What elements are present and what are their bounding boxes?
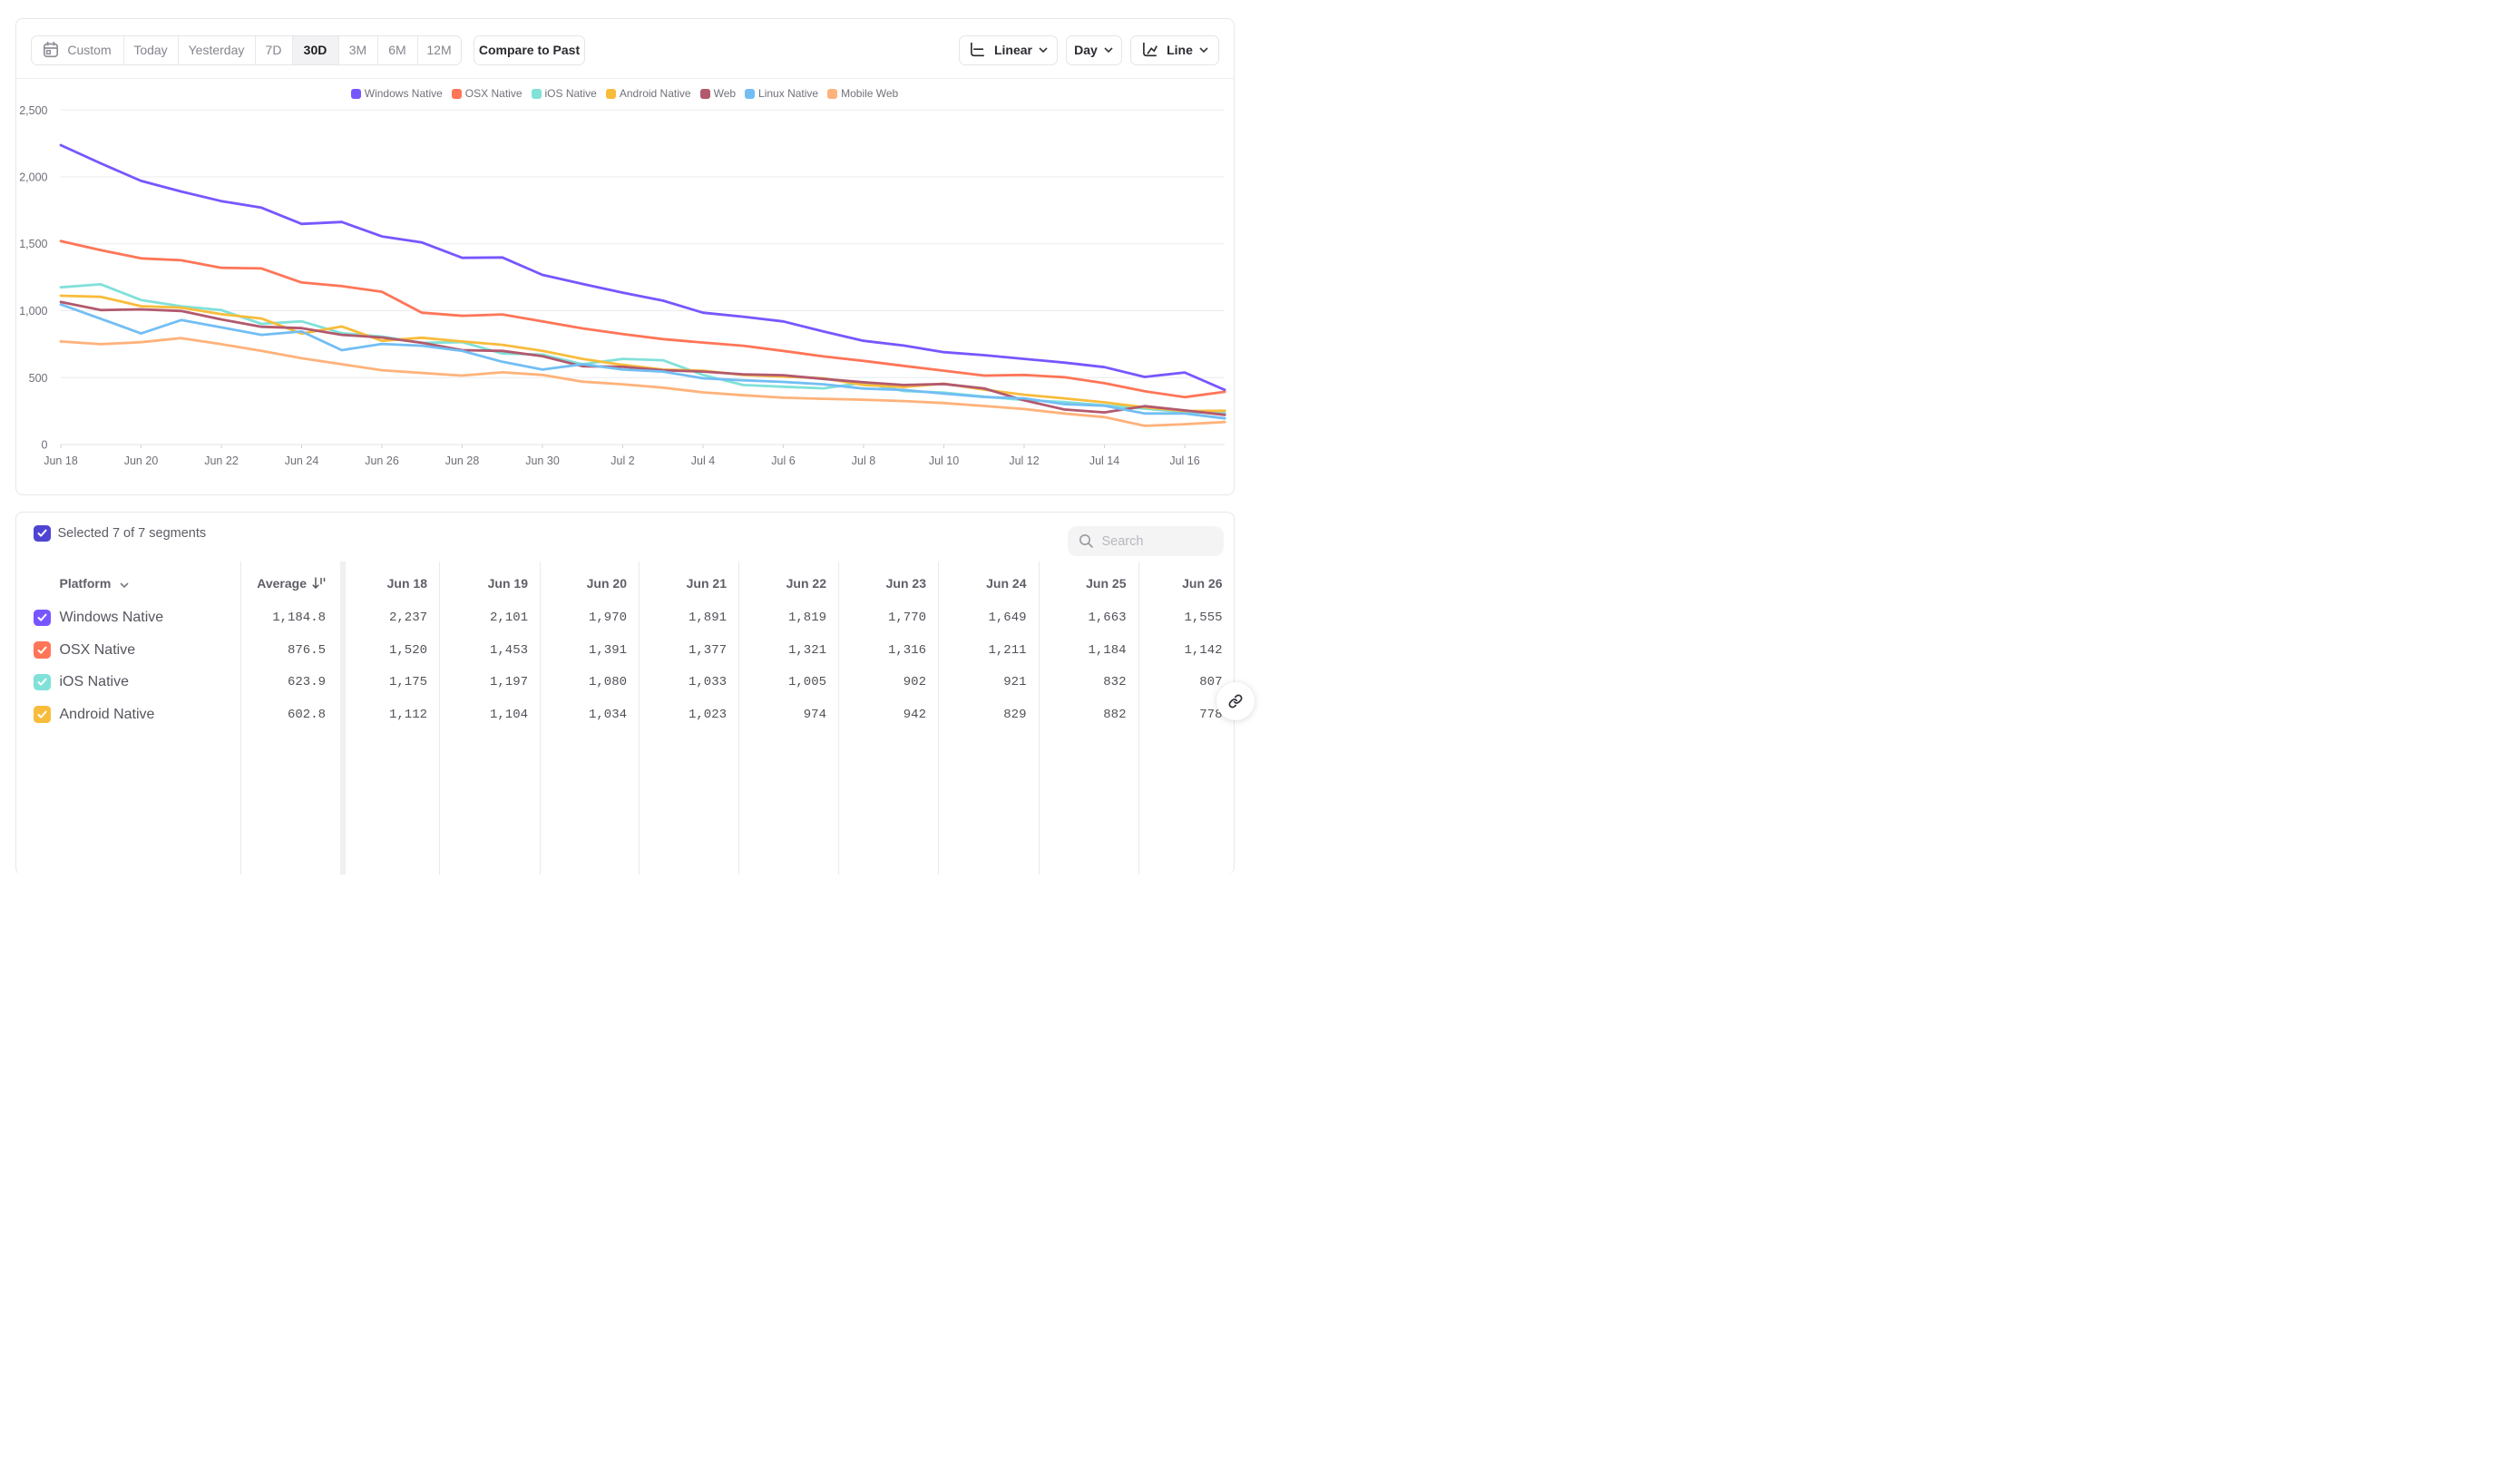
svg-text:Jun 28: Jun 28 [445, 454, 480, 467]
svg-text:1,500: 1,500 [19, 238, 47, 250]
svg-text:1,000: 1,000 [19, 305, 47, 318]
svg-text:Jun 22: Jun 22 [204, 454, 239, 467]
svg-text:Jun 26: Jun 26 [365, 454, 399, 467]
svg-text:Jun 30: Jun 30 [525, 454, 560, 467]
svg-text:Jul 8: Jul 8 [852, 454, 875, 467]
svg-text:0: 0 [42, 439, 48, 452]
svg-text:Jul 14: Jul 14 [1089, 454, 1119, 467]
svg-text:Jun 24: Jun 24 [285, 454, 319, 467]
svg-text:Jun 18: Jun 18 [44, 454, 78, 467]
svg-text:Jul 4: Jul 4 [691, 454, 715, 467]
svg-text:Jul 2: Jul 2 [610, 454, 634, 467]
svg-text:Jul 10: Jul 10 [929, 454, 959, 467]
svg-text:Jul 16: Jul 16 [1169, 454, 1199, 467]
svg-text:Jul 6: Jul 6 [771, 454, 795, 467]
svg-text:2,500: 2,500 [19, 104, 47, 117]
svg-text:Jul 12: Jul 12 [1009, 454, 1039, 467]
svg-text:2,000: 2,000 [19, 171, 47, 184]
svg-text:500: 500 [29, 372, 48, 385]
svg-text:Jun 20: Jun 20 [124, 454, 159, 467]
